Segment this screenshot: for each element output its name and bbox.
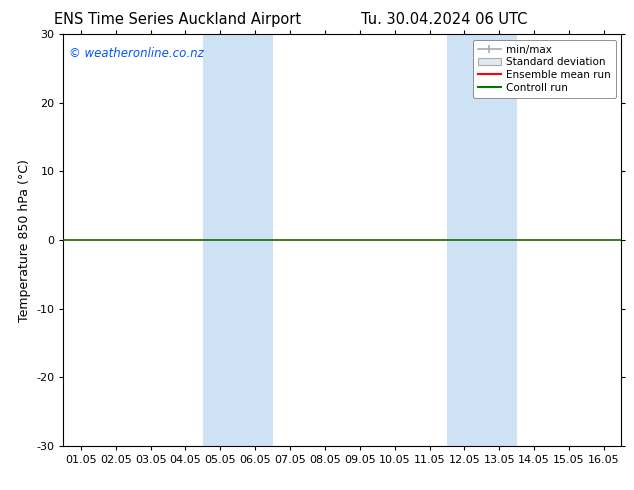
Legend: min/max, Standard deviation, Ensemble mean run, Controll run: min/max, Standard deviation, Ensemble me… xyxy=(473,40,616,98)
Text: ENS Time Series Auckland Airport: ENS Time Series Auckland Airport xyxy=(54,12,301,27)
Text: Tu. 30.04.2024 06 UTC: Tu. 30.04.2024 06 UTC xyxy=(361,12,527,27)
Text: © weatheronline.co.nz: © weatheronline.co.nz xyxy=(69,47,204,60)
Bar xyxy=(447,34,517,446)
Y-axis label: Temperature 850 hPa (°C): Temperature 850 hPa (°C) xyxy=(18,159,30,321)
Bar xyxy=(203,34,273,446)
